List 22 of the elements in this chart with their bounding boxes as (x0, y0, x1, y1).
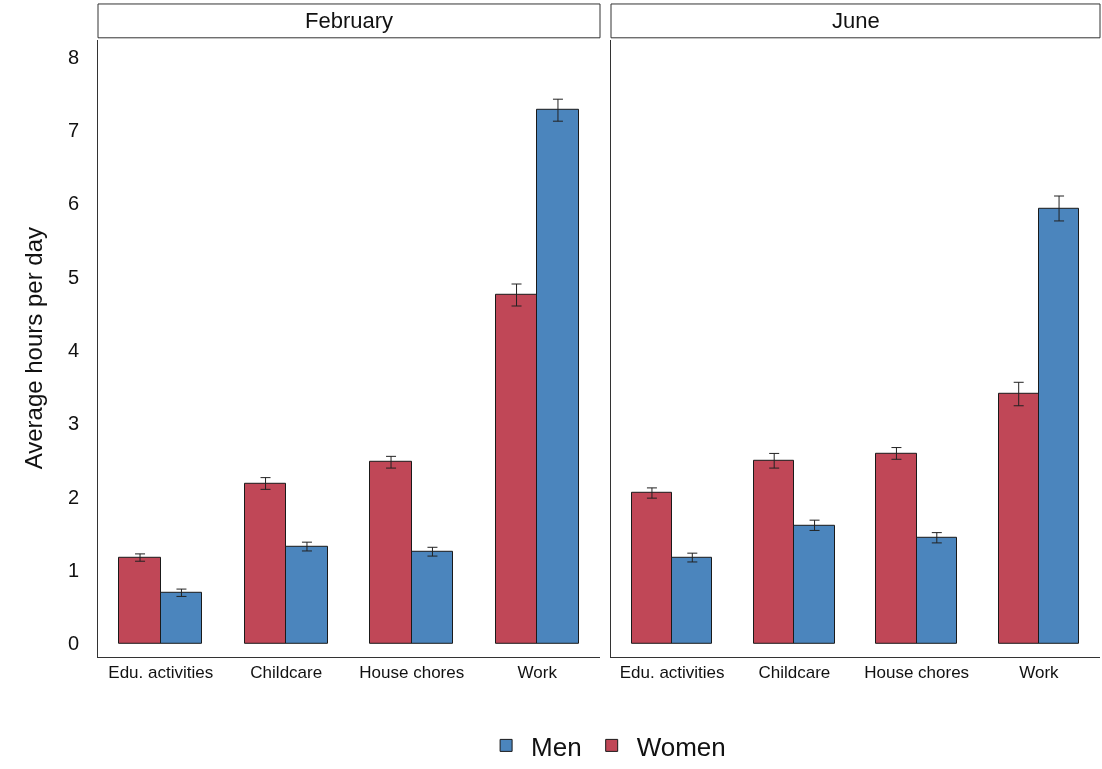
x-tick-label: House chores (359, 662, 465, 682)
legend-label: Men (531, 731, 582, 762)
legend-label: Women (636, 731, 726, 762)
y-tick-label: 3 (67, 412, 79, 435)
y-axis-title: Average hours per day (19, 226, 47, 470)
chart-title: June (832, 8, 880, 33)
x-tick-label: Work (517, 662, 558, 682)
x-tick-label: Childcare (758, 662, 831, 682)
x-tick-label: Childcare (250, 662, 323, 682)
x-tick-label: Work (1019, 662, 1060, 682)
y-tick-label: 7 (67, 119, 79, 141)
y-tick-label: 5 (67, 265, 79, 288)
y-tick-label: 0 (67, 632, 79, 655)
y-tick-label: 6 (67, 192, 79, 215)
x-tick-label: House chores (864, 662, 970, 682)
chart-title: February (305, 8, 394, 33)
y-tick-label: 2 (67, 485, 79, 508)
y-tick-label: 4 (67, 339, 79, 362)
x-tick-label: Edu. activities (108, 662, 214, 682)
y-tick-label: 1 (67, 559, 79, 582)
y-tick-label: 8 (67, 45, 79, 68)
x-tick-label: Edu. activities (619, 662, 725, 682)
